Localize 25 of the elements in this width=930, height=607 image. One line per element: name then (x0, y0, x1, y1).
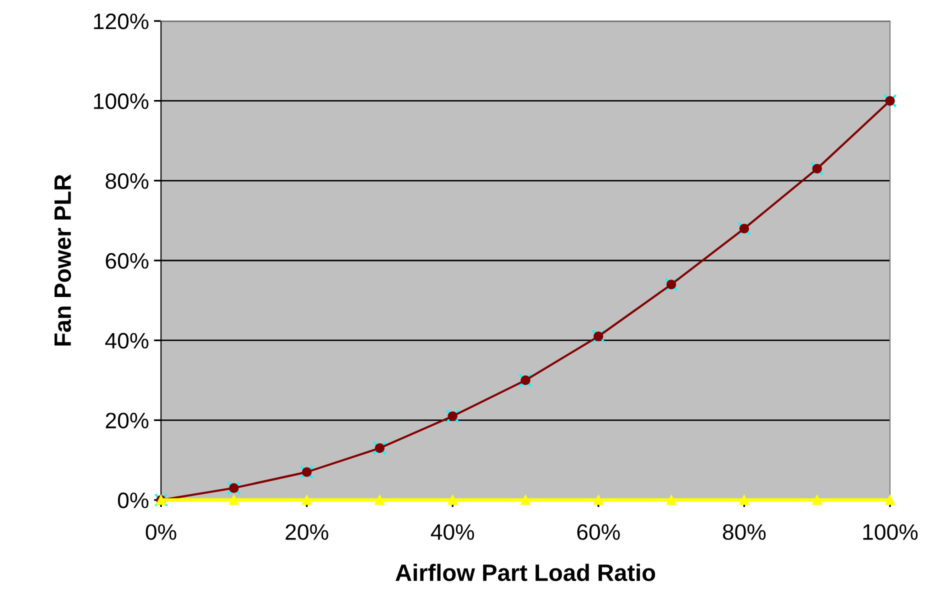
y-tick-label: 20% (106, 412, 148, 428)
point (739, 495, 750, 505)
y-tick-label: 40% (105, 332, 148, 349)
x-tick-label: 100% (863, 524, 918, 540)
y-tick-label: 120% (94, 14, 148, 30)
y-tick-label: 0% (118, 492, 148, 508)
point (302, 495, 312, 505)
point (448, 495, 458, 505)
x-tick-label: 60% (577, 524, 620, 540)
point (885, 495, 895, 505)
y-tick-label: 80% (106, 173, 148, 189)
y-axis-title: Fan Power PLR (54, 174, 72, 346)
x-tick-label: 0% (146, 524, 176, 540)
x-tick-label: 40% (430, 524, 474, 540)
point (666, 495, 676, 505)
point (374, 495, 385, 505)
y-tick-label: 100% (94, 93, 148, 110)
y-tick-label: 60% (106, 253, 148, 269)
point (229, 495, 239, 505)
point (812, 495, 822, 505)
x-tick-label: 20% (286, 524, 328, 540)
point (520, 495, 530, 505)
x-axis-title: Airflow Part Load Ratio (396, 564, 656, 582)
point (594, 495, 604, 505)
x-tick-label: 80% (722, 524, 766, 540)
